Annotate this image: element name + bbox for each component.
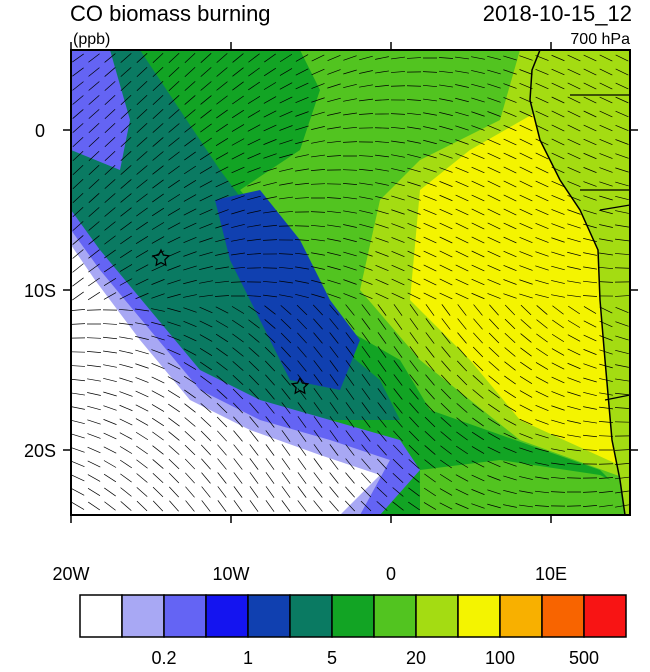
x-tick-label: 0 xyxy=(386,564,396,584)
colorbar-box xyxy=(122,595,164,637)
colorbar-box xyxy=(80,595,122,637)
colorbar: 0.2 1 5 20 100 500 xyxy=(80,595,626,667)
units: (ppb) xyxy=(73,31,110,48)
field xyxy=(71,50,630,515)
colorbar-label: 5 xyxy=(327,648,337,667)
y-tick-label: 20S xyxy=(24,441,56,461)
colorbar-label: 100 xyxy=(485,648,515,667)
x-tick-label: 10E xyxy=(535,564,567,584)
colorbar-box xyxy=(542,595,584,637)
colorbar-label: 500 xyxy=(569,648,599,667)
y-tick-label: 10S xyxy=(24,281,56,301)
level: 700 hPa xyxy=(570,31,630,48)
colorbar-box xyxy=(248,595,290,637)
colorbar-box xyxy=(164,595,206,637)
colorbar-box xyxy=(206,595,248,637)
colorbar-label: 0.2 xyxy=(151,648,176,667)
title: CO biomass burning xyxy=(70,1,271,26)
colorbar-box xyxy=(332,595,374,637)
colorbar-box xyxy=(374,595,416,637)
x-tick-label: 10W xyxy=(212,564,249,584)
y-tick-label: 0 xyxy=(35,121,45,141)
colorbar-label: 20 xyxy=(406,648,426,667)
colorbar-box xyxy=(290,595,332,637)
colorbar-box xyxy=(584,595,626,637)
colorbar-box xyxy=(458,595,500,637)
date: 2018-10-15_12 xyxy=(483,1,632,26)
colorbar-box xyxy=(500,595,542,637)
colorbar-label: 1 xyxy=(243,648,253,667)
x-tick-label: 20W xyxy=(52,564,89,584)
colorbar-box xyxy=(416,595,458,637)
